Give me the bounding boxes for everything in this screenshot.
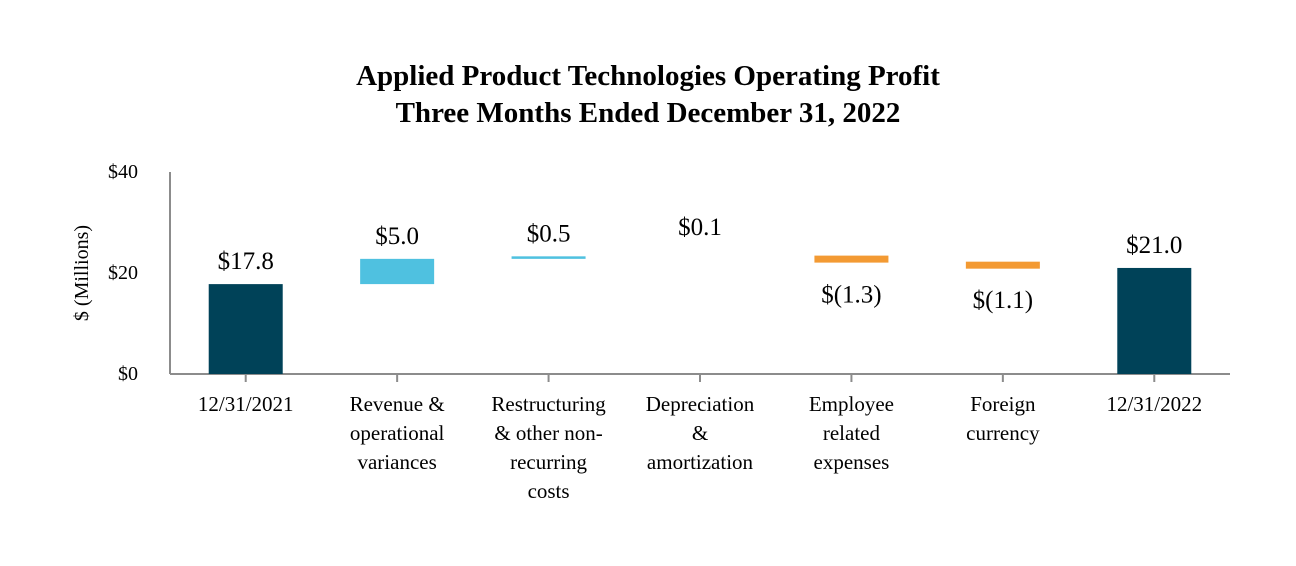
bar-total [1117, 267, 1192, 374]
x-category-label: 12/31/2022 [1106, 392, 1202, 416]
data-label: $0.1 [678, 214, 722, 241]
y-tick-label: $40 [108, 161, 138, 183]
x-category-label: expenses [814, 450, 890, 474]
bar-decrease [814, 255, 889, 263]
x-category-label: Foreign [970, 392, 1036, 416]
x-category-label: costs [528, 479, 570, 503]
y-tick-label: $20 [108, 262, 138, 284]
data-label: $5.0 [375, 223, 419, 250]
x-category-label: recurring [510, 450, 587, 474]
data-label: $(1.3) [821, 281, 881, 308]
chart-subtitle: Three Months Ended December 31, 2022 [395, 97, 901, 129]
x-category-label: currency [966, 421, 1040, 445]
bar-decrease [965, 261, 1040, 269]
bar-total [208, 284, 283, 374]
y-tick-label: $0 [118, 363, 138, 385]
data-label: $(1.1) [973, 287, 1033, 314]
x-category-label: variances [357, 450, 436, 474]
data-label: $0.5 [527, 220, 571, 247]
chart-title-block: Applied Product Technologies Operating P… [0, 58, 1296, 132]
bar-increase [511, 256, 586, 259]
x-category-label: Restructuring [491, 392, 606, 416]
x-category-label: & other non- [494, 421, 602, 445]
chart-title: Applied Product Technologies Operating P… [356, 60, 940, 92]
x-category-label: amortization [647, 450, 754, 474]
data-label: $17.8 [218, 248, 274, 275]
x-category-label: Revenue & [350, 392, 445, 416]
bar-increase [360, 258, 435, 285]
x-category-label: 12/31/2021 [198, 392, 294, 416]
data-label: $21.0 [1126, 232, 1182, 259]
x-category-label: Employee [809, 392, 894, 416]
x-category-label: & [692, 421, 708, 445]
y-axis-label: $ (Millions) [71, 225, 93, 321]
x-category-label: operational [350, 421, 445, 445]
x-category-label: related [823, 421, 881, 445]
x-category-label: Depreciation [646, 392, 755, 416]
